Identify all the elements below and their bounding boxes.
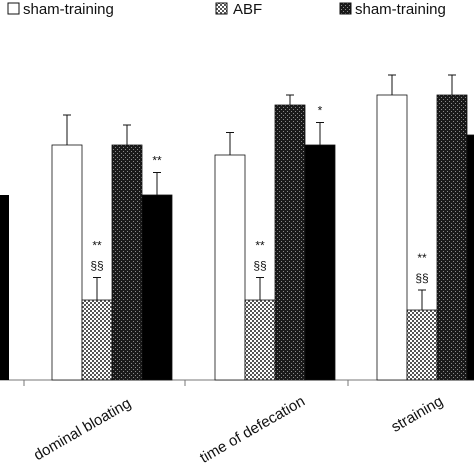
legend-swatch-checker [215,2,228,15]
significance-marker-4-1: §§ [415,271,428,285]
significance-marker-0-0: ** [92,239,102,253]
bar-1-1 [244,299,276,381]
legend-item-sham-training-dark: sham-training [339,1,446,18]
bar-partial-left [0,195,9,380]
legend: sham-training ABF sham-training [7,1,446,18]
significance-marker-2-0: ** [255,239,265,253]
bar-1-2 [274,104,306,381]
legend-item-sham-training-white: sham-training [7,1,114,18]
bar-0-1 [81,299,113,381]
bar-2-3 [466,134,474,381]
significance-marker-4-0: ** [417,251,427,265]
bar-2-0 [376,94,408,381]
bar-2-1 [406,309,438,381]
bar-2-2 [436,94,468,381]
legend-item-abf: ABF [215,1,262,18]
bars-layer [0,94,474,381]
legend-swatch-white [7,2,20,15]
category-label-straining: straining [388,393,446,436]
bar-1-3 [304,144,336,381]
bar-0-3 [141,194,173,381]
error-bars-layer [63,74,456,310]
bar-1-0 [214,154,246,381]
annotations-layer: **§§****§§***§§ [90,104,428,286]
significance-marker-2-1: §§ [253,259,266,273]
legend-label-abf: ABF [233,1,262,18]
legend-label-sham-training-2: sham-training [355,1,446,18]
bar-0-2 [111,144,143,381]
legend-swatch-dark [339,2,352,15]
bar-0-0 [51,144,83,381]
category-label-time-of-defecation: time of defecation [197,393,308,467]
category-label-abdominal-bloating: dominal bloating [31,395,134,464]
significance-marker-1-0: ** [152,154,162,168]
significance-marker-0-1: §§ [90,259,103,273]
significance-marker-3-0: * [318,104,323,118]
legend-label-sham-training-1: sham-training [23,1,114,18]
